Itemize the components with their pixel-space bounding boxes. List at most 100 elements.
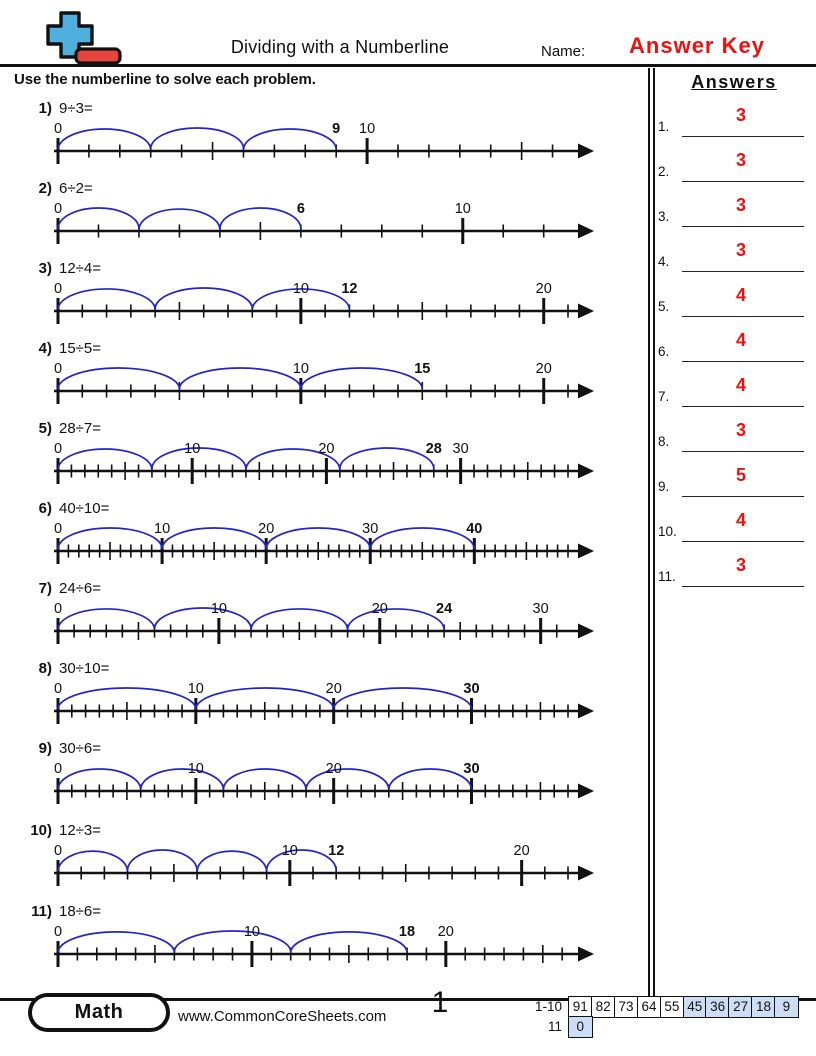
dividend-label: 12	[341, 281, 357, 297]
problem-number: 1)	[38, 100, 52, 117]
jump-arc	[338, 447, 435, 470]
answer-blank-line	[682, 451, 804, 452]
problem-expression: 30÷10=	[59, 660, 110, 677]
arrowhead-icon	[578, 865, 594, 881]
problem-expression: 6÷2=	[59, 180, 93, 197]
tick-label: 20	[326, 761, 342, 777]
tick-label: 20	[514, 843, 530, 859]
jump-arc	[57, 608, 156, 630]
problem-number: 4)	[38, 340, 52, 357]
problem-row: 3) 12÷4= 0 10 12 20	[0, 260, 644, 340]
grading-score-cell: 55	[659, 996, 685, 1018]
jump-arc	[57, 207, 140, 230]
arrowhead-icon	[578, 143, 594, 159]
tick-label: 10	[293, 281, 309, 297]
tick-label: 30	[362, 521, 378, 537]
tick-label: 10	[188, 761, 204, 777]
tick-label: 30	[533, 601, 549, 617]
jump-arc	[251, 288, 351, 310]
problem-row: 7) 24÷6= 0 10 20 24 30	[0, 580, 644, 660]
answer-row: 8. 3	[656, 420, 808, 465]
jump-arc	[57, 448, 153, 470]
answer-number: 10.	[658, 524, 677, 539]
dividend-label: 6	[297, 201, 305, 217]
footer-rule	[0, 998, 816, 1001]
problem-expression: 9÷3=	[59, 100, 93, 117]
grading-score-cell: 9	[774, 996, 799, 1018]
answers-divider-line	[653, 68, 655, 1000]
answer-blank-line	[682, 316, 804, 317]
answer-row: 5. 4	[656, 285, 808, 330]
jump-arc	[57, 527, 163, 550]
dividend-label: 28	[426, 441, 442, 457]
numberline: 0 10 12 20	[54, 843, 594, 886]
jump-arc	[289, 931, 408, 953]
tick-label: 0	[54, 924, 62, 940]
problem-number: 2)	[38, 180, 52, 197]
problem-row: 11) 18÷6= 0 10 18 20	[0, 903, 644, 983]
grading-score-cell: 64	[636, 996, 662, 1018]
answer-row: 11. 3	[656, 555, 808, 600]
grading-row: 1-10 91 82 73 64 55 45 36 27 18 9	[520, 996, 799, 1018]
problem-expression: 15÷5=	[59, 340, 102, 357]
tick-label: 0	[54, 361, 62, 377]
dividend-label: 30	[463, 761, 479, 777]
problem-row: 1) 9÷3= 0 9 10	[0, 100, 644, 180]
grading-score-cell: 73	[613, 996, 639, 1018]
tick-label: 0	[54, 441, 62, 457]
arrowhead-icon	[578, 463, 594, 479]
tick-label: 20	[318, 441, 334, 457]
jump-arc	[250, 608, 349, 630]
grading-score-cell: 0	[568, 1016, 593, 1039]
subject-badge: Math	[28, 993, 170, 1032]
grading-score-cell: 45	[682, 996, 708, 1018]
problem-row: 6) 40÷10= 0 10 20 30 40	[0, 500, 644, 580]
answer-row: 4. 3	[656, 240, 808, 285]
grading-score-cell: 82	[590, 996, 616, 1018]
tick-label: 0	[54, 201, 62, 217]
tick-label: 10	[188, 681, 204, 697]
jump-arc	[151, 447, 247, 470]
plus-minus-math-logo-icon	[46, 11, 122, 65]
answer-number: 2.	[658, 164, 670, 179]
answer-row: 10. 4	[656, 510, 808, 555]
answer-blank-line	[682, 541, 804, 542]
instructions-text: Use the numberline to solve each problem…	[14, 71, 316, 88]
numberline: 0 10 20 30 40	[54, 521, 594, 564]
jump-arc	[346, 608, 445, 630]
problem-number: 6)	[38, 500, 52, 517]
grading-score-cell: 27	[728, 996, 753, 1018]
tick-label: 10	[244, 924, 260, 940]
jump-arc	[194, 687, 335, 710]
arrowhead-icon	[578, 623, 594, 639]
dividend-label: 40	[466, 521, 482, 537]
tick-label: 10	[184, 441, 200, 457]
jump-arc	[265, 849, 338, 872]
arrowhead-icon	[578, 543, 594, 559]
answer-value: 3	[735, 150, 746, 170]
tick-label: 0	[54, 601, 62, 617]
jump-arc	[153, 607, 252, 630]
answer-blank-line	[682, 586, 804, 587]
arrowhead-icon	[578, 223, 594, 239]
tick-label: 0	[54, 761, 62, 777]
arrowhead-icon	[578, 946, 594, 962]
problem-row: 10) 12÷3= 0 10 12 20	[0, 822, 644, 902]
grading-table: 1-10 91 82 73 64 55 45 36 27 18 9 11 0	[520, 996, 799, 1039]
numberline: 0 10 15 20	[54, 361, 594, 404]
page-title: Dividing with a Numberline	[230, 37, 450, 57]
answer-blank-line	[682, 361, 804, 362]
answer-value: 3	[735, 420, 746, 440]
jump-arc	[196, 850, 268, 872]
answer-row: 6. 4	[656, 330, 808, 375]
tick-label: 0	[54, 281, 62, 297]
arrowhead-icon	[578, 703, 594, 719]
answers-divider-line	[648, 68, 650, 1000]
jump-arc	[332, 687, 473, 710]
problem-expression: 40÷10=	[59, 500, 110, 517]
jump-arc	[139, 768, 225, 790]
answer-row: 3. 3	[656, 195, 808, 240]
grading-score-cell: 36	[705, 996, 730, 1018]
problem-row: 9) 30÷6= 0 10 20 30	[0, 740, 644, 820]
